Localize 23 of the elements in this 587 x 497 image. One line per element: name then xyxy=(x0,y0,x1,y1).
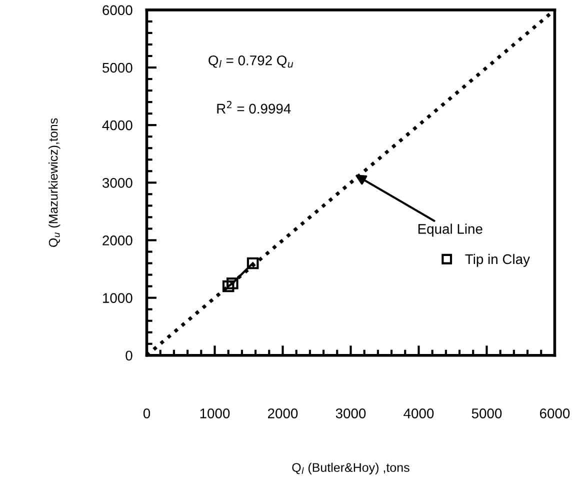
annotation: R$^{2}$ = 0.9994 xyxy=(217,100,291,114)
y-tick-label: 1000 xyxy=(103,293,132,303)
x-tick-label: 6000 xyxy=(540,408,570,418)
x-axis-title: Q$_{l}$ (Butler&Hoy) ,tons xyxy=(292,462,410,474)
x-tick-label: 4000 xyxy=(404,408,434,418)
y-tick-label: 0 xyxy=(126,350,132,361)
y-axis-title: Q$_{u}$ (Mazurkiewicz),tons xyxy=(48,118,60,247)
x-tick-label: 3000 xyxy=(336,408,366,418)
x-tick-label: 5000 xyxy=(472,408,502,418)
x-tick-label: 2000 xyxy=(268,408,298,418)
y-tick-label: 5000 xyxy=(102,62,132,73)
x-tick-label: 0 xyxy=(143,408,150,418)
point xyxy=(246,257,259,270)
y-tick-label: 3000 xyxy=(102,178,132,188)
annotation: Equal Line xyxy=(418,224,482,237)
x-tick-label: 1000 xyxy=(200,408,230,418)
y-tick-label: 4000 xyxy=(102,120,132,130)
y-tick-label: 6000 xyxy=(102,5,132,16)
annotation: Q$_{l}$ = 0.792 Q$_{u}$ xyxy=(208,55,294,68)
legend-label: Tip in Clay xyxy=(465,254,530,267)
y-tick-label: 2000 xyxy=(102,236,132,246)
point xyxy=(226,277,238,290)
point xyxy=(222,280,234,292)
